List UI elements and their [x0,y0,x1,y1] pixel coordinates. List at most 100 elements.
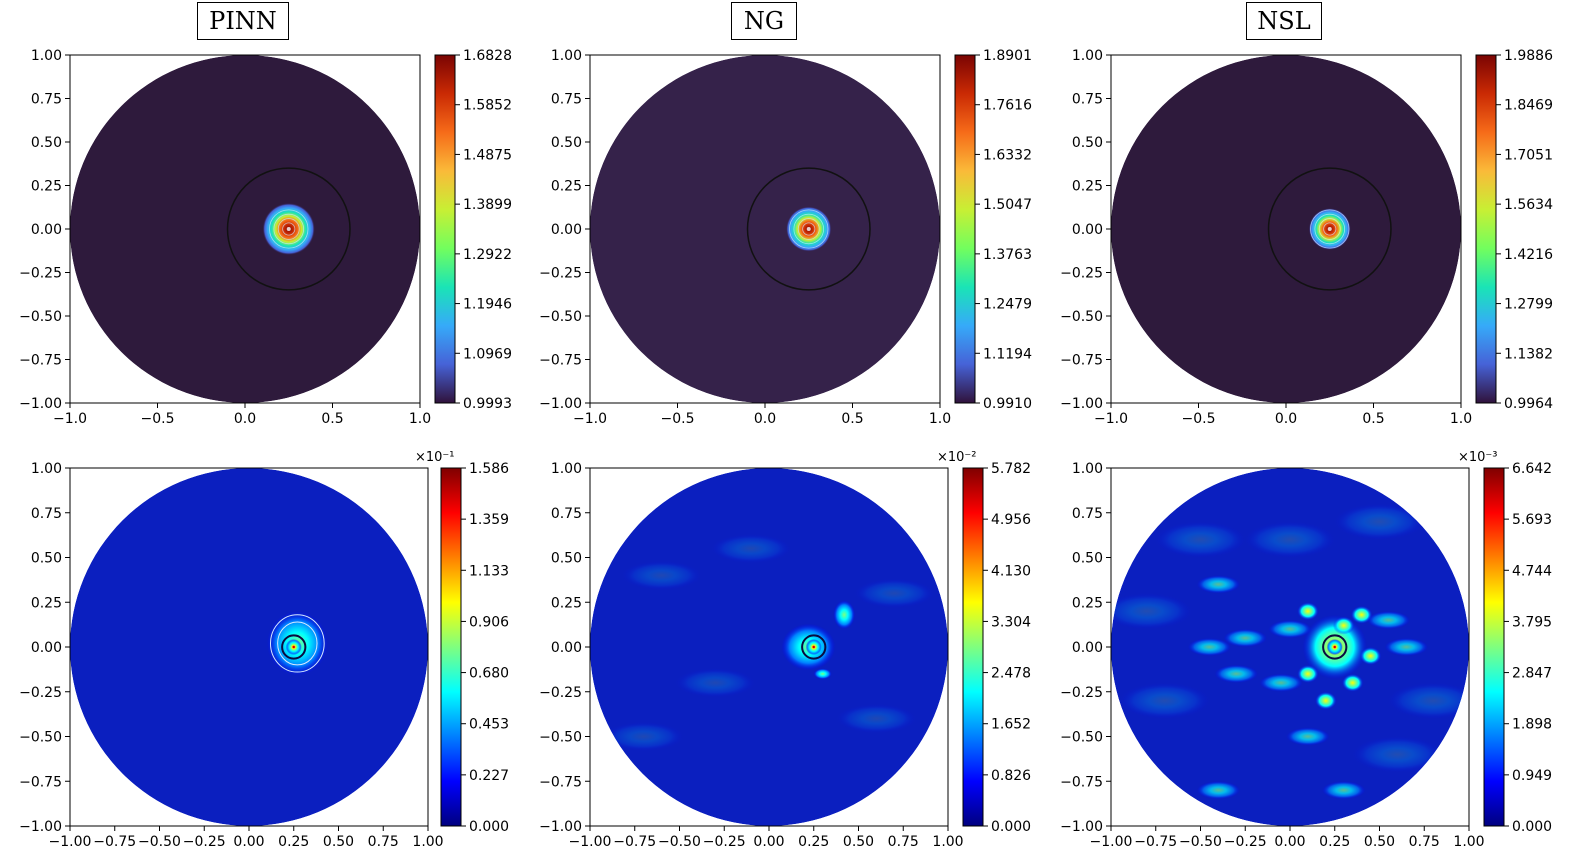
contour-line [802,222,816,236]
error-blob [1223,629,1267,647]
colorbar-tick-label: 0.000 [469,819,509,835]
peak-center [1327,227,1332,231]
y-tick-label: −0.25 [19,685,62,701]
x-tick-label: 0.5 [841,411,863,427]
domain-disk [590,468,948,826]
x-tick-label: −1.00 [569,834,612,850]
y-tick-label: 1.00 [31,461,62,477]
y-tick-label: 0.25 [1072,595,1103,611]
colorbar-tick-label: 1.5634 [1504,197,1553,213]
contour-line [1318,218,1341,240]
error-blob [1119,682,1210,719]
y-tick-label: −0.75 [1060,353,1103,369]
field-area [70,468,428,826]
domain-disk [1111,55,1461,403]
error-peak [285,638,302,656]
x-tick-label: 0.25 [798,834,829,850]
y-tick-label: 0.50 [31,551,62,567]
reference-circle [1267,167,1392,291]
y-tick-label: −0.25 [1060,685,1103,701]
error-blob [604,722,684,751]
error-blob [1111,593,1192,630]
x-tick-label: −0.5 [141,411,175,427]
y-tick-label: 0.75 [31,92,62,108]
field-area [70,55,420,403]
error-blob [1352,736,1443,773]
x-tick-label: −0.50 [138,834,181,850]
x-tick-label: −0.50 [1179,834,1222,850]
error-blob [1359,647,1382,665]
y-tick-label: −0.50 [19,309,62,325]
colorbar-tick-label: 1.3899 [463,197,512,213]
colorbar-exponent: ×10⁻² [937,450,977,465]
contour-line [269,209,309,249]
y-tick-label: −1.00 [1060,819,1103,835]
x-tick-label: −0.5 [1182,411,1216,427]
contour-line [277,621,318,666]
colorbar-tick-label: 1.4216 [1504,247,1553,263]
colorbar-tick-label: 1.5852 [463,98,512,114]
y-tick-label: 0.00 [31,222,62,238]
peak-center [286,227,291,231]
domain-disk [70,55,420,403]
y-tick-label: 0.50 [1072,551,1103,567]
x-tick-label: 0.5 [1362,411,1384,427]
error-blob [1350,605,1373,624]
error-blob [1341,673,1364,692]
panel-error-nsl: −1.00 −0.75 −0.50 −0.25 0.00 0.25 0.50 0.75 1.00… [1060,450,1552,850]
colorbar-tick-label: 3.304 [991,614,1031,630]
contour-line [282,222,296,236]
colorbar-tick-label: 1.359 [469,512,509,528]
x-tick-label: 0.0 [1275,411,1297,427]
error-peak [805,638,822,656]
y-tick-label: −0.50 [539,309,582,325]
error-blob [1322,781,1366,800]
colorbar-tick-label: 1.5047 [983,197,1032,213]
colorbar-tick-label: 0.9993 [463,396,512,412]
y-tick-label: 0.75 [1072,506,1103,522]
colorbar-tick-label: 1.4875 [463,147,512,163]
colorbar-tick-label: 0.9910 [983,396,1032,412]
error-blob [854,578,934,608]
error-blob [1245,521,1335,558]
colorbar-tick-label: 0.949 [1512,768,1552,784]
y-tick-label: −1.00 [19,396,62,412]
contour-line [1314,213,1346,245]
colorbar-tick-label: 1.6332 [983,147,1032,163]
field-area [1111,55,1461,403]
contour-line [1323,222,1337,236]
colorbar-tick-label: 0.826 [991,768,1031,784]
error-blob [1384,638,1428,656]
y-tick-label: 1.00 [1072,461,1103,477]
colorbar-tick-label: 1.8469 [1504,98,1553,114]
x-tick-label: −0.75 [1134,834,1177,850]
colorbar-tick-label: 1.2922 [463,247,512,263]
colorbar-tick-label: 1.3763 [983,247,1032,263]
error-blob [622,561,701,590]
colorbar-tick-label: 1.1946 [463,297,512,313]
x-tick-label: −0.25 [1224,834,1267,850]
x-tick-label: 1.00 [412,834,443,850]
error-blob [675,668,755,698]
y-tick-label: −0.25 [539,685,582,701]
colorbar-tick-label: 0.680 [469,666,509,682]
y-tick-label: 1.00 [1072,48,1103,64]
x-tick-label: 0.00 [1274,834,1305,850]
colorbar: 1.6828 1.5852 1.4875 1.3899 1.2922 1.1946 1.09… [434,48,512,412]
contour-line [797,218,820,240]
colorbar-tick-label: 1.6828 [463,48,512,64]
y-tick-label: −0.75 [1060,774,1103,790]
error-peak [1326,638,1343,656]
y-tick-label: 0.00 [551,640,582,656]
error-blob [1259,673,1303,692]
colorbar-tick-label: 4.130 [991,563,1031,579]
colorbar-tick-label: 1.0969 [463,346,512,362]
domain-disk [70,468,428,826]
x-tick-label: 0.75 [1409,834,1440,850]
y-tick-label: 0.25 [31,595,62,611]
colorbar-tick-label: 1.652 [991,717,1031,733]
colorbar-tick-label: 1.1194 [983,346,1032,362]
error-blob [1366,611,1410,630]
error-blob [1268,620,1312,639]
